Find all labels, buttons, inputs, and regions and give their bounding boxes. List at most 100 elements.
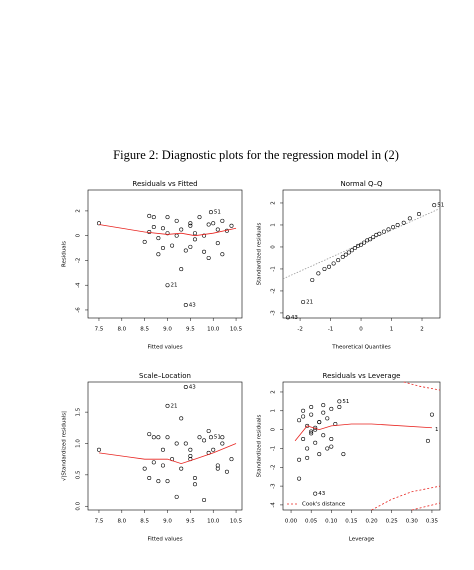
data-point xyxy=(197,215,202,220)
smooth-line xyxy=(98,443,237,464)
data-point xyxy=(183,385,188,390)
data-point xyxy=(362,240,367,245)
x-tick-label: 0.25 xyxy=(386,519,399,525)
x-tick-label: 10.0 xyxy=(207,327,220,333)
data-point xyxy=(349,248,354,253)
data-point xyxy=(188,221,193,226)
point-label: 51 xyxy=(214,435,221,441)
data-point xyxy=(316,271,321,276)
data-point xyxy=(206,222,211,227)
data-point xyxy=(165,403,170,408)
point-label: 51 xyxy=(342,399,349,405)
data-point xyxy=(429,412,434,417)
x-axis-label: Fitted values xyxy=(147,537,182,543)
data-point xyxy=(156,236,161,241)
data-point xyxy=(211,221,216,226)
data-point xyxy=(301,299,306,304)
data-point xyxy=(202,249,207,254)
point-label: 43 xyxy=(189,303,196,309)
data-point xyxy=(188,454,193,459)
data-point xyxy=(183,248,188,253)
data-point xyxy=(285,315,290,320)
y-tick-label: -2 xyxy=(76,258,82,263)
data-point xyxy=(165,283,170,288)
x-tick-label: 0.20 xyxy=(365,519,378,525)
data-point xyxy=(142,466,147,471)
data-point xyxy=(301,437,306,442)
smooth-line xyxy=(371,485,441,511)
x-tick-label: 0.00 xyxy=(285,519,298,525)
data-point xyxy=(416,211,421,216)
x-tick-label: 0.15 xyxy=(345,519,358,525)
data-point xyxy=(215,241,220,246)
y-axis-label: Standardized residuals xyxy=(257,415,263,478)
data-point xyxy=(147,475,152,480)
data-point xyxy=(192,237,197,242)
data-point xyxy=(337,399,342,404)
data-point xyxy=(165,435,170,440)
x-axis-label: Leverage xyxy=(349,537,375,543)
data-point xyxy=(192,475,197,480)
data-point xyxy=(160,246,165,251)
data-point xyxy=(147,213,152,218)
x-tick-label: 10.0 xyxy=(207,519,220,525)
data-point xyxy=(432,203,437,208)
data-point xyxy=(297,457,302,462)
data-point xyxy=(325,446,330,451)
data-point xyxy=(160,226,165,231)
data-point xyxy=(327,264,332,269)
data-point xyxy=(215,227,220,232)
data-point xyxy=(321,433,326,438)
data-point xyxy=(341,452,346,457)
data-point xyxy=(151,225,156,230)
data-point xyxy=(170,243,175,248)
y-tick-label: -3 xyxy=(271,310,277,316)
data-point xyxy=(224,469,229,474)
y-tick-label: 0.0 xyxy=(76,501,82,510)
data-point xyxy=(192,482,197,487)
y-tick-label: -4 xyxy=(76,282,82,288)
data-point xyxy=(215,466,220,471)
data-point xyxy=(220,218,225,223)
data-point xyxy=(325,416,330,421)
data-point xyxy=(179,267,184,272)
data-point xyxy=(229,457,234,462)
x-tick-label: 8.5 xyxy=(140,519,149,525)
x-tick-label: 0.05 xyxy=(305,519,318,525)
data-point xyxy=(407,216,412,221)
plot-frame xyxy=(87,381,243,511)
x-tick-label: 10.5 xyxy=(230,327,243,333)
x-axis-label: Fitted values xyxy=(147,345,182,351)
point-label: 43 xyxy=(189,385,196,391)
y-tick-label: -1 xyxy=(271,266,277,271)
y-axis-label: Residuals xyxy=(62,241,68,267)
x-axis-label: Theoretical Quantiles xyxy=(331,345,391,351)
data-point xyxy=(301,414,306,419)
data-point xyxy=(310,277,315,282)
data-point xyxy=(188,447,193,452)
point-label: 43 xyxy=(291,315,298,321)
x-tick-label: 0.10 xyxy=(325,519,338,525)
data-point xyxy=(329,437,334,442)
data-point xyxy=(192,231,197,236)
point-label: 51 xyxy=(437,203,444,209)
data-point xyxy=(151,460,156,465)
y-tick-label: 1 xyxy=(271,223,277,227)
data-point xyxy=(208,210,213,215)
y-tick-label: -6 xyxy=(76,307,82,313)
data-point xyxy=(188,244,193,249)
plot-frame xyxy=(282,381,441,511)
data-point xyxy=(297,418,302,423)
plot-frame xyxy=(282,189,441,319)
data-point xyxy=(317,452,322,457)
y-tick-label: 1.0 xyxy=(76,439,82,448)
y-tick-label: 0.5 xyxy=(76,470,82,479)
x-tick-label: 9.0 xyxy=(163,327,172,333)
x-tick-label: 9.5 xyxy=(186,519,195,525)
data-point xyxy=(183,441,188,446)
data-point xyxy=(329,444,334,449)
data-point xyxy=(220,252,225,257)
plot-title: Scale–Location xyxy=(139,372,191,380)
